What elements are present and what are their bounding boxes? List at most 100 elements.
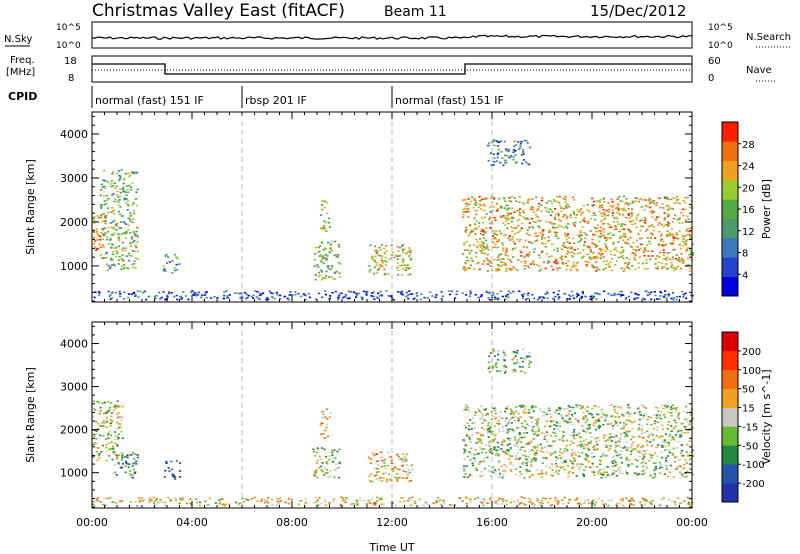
colorbar-segment — [722, 350, 738, 371]
echo-cell — [517, 210, 521, 212]
echo-cell — [536, 426, 539, 428]
echo-cell — [495, 366, 498, 369]
echo-cell — [479, 405, 483, 407]
echo-cell — [625, 497, 628, 500]
echo-cell — [502, 430, 505, 432]
echo-cell — [408, 254, 411, 257]
echo-cell — [431, 295, 434, 297]
echo-cell — [623, 446, 626, 448]
echo-cell — [517, 417, 520, 419]
echo-cell — [124, 230, 127, 233]
echo-cell — [171, 473, 174, 476]
echo-cell — [99, 425, 102, 427]
echo-cell — [588, 449, 591, 451]
echo-cell — [370, 295, 373, 297]
echo-cell — [276, 500, 279, 503]
echo-cell — [379, 290, 382, 293]
echo-cell — [197, 291, 200, 294]
echo-cell — [680, 450, 684, 452]
echo-cell — [617, 209, 620, 211]
echo-cell — [686, 248, 689, 251]
echo-cell — [356, 499, 359, 502]
echo-cell — [503, 159, 506, 162]
echo-cell — [314, 455, 317, 457]
echo-cell — [489, 449, 493, 452]
echo-cell — [567, 502, 570, 504]
echo-cell — [640, 430, 643, 432]
echo-cell — [570, 247, 573, 250]
echo-cell — [262, 292, 265, 294]
echo-cell — [660, 410, 663, 413]
echo-cell — [494, 409, 497, 412]
echo-cell — [532, 433, 535, 435]
echo-cell — [642, 454, 645, 456]
echo-cell — [587, 424, 590, 426]
echo-cell — [541, 502, 544, 505]
echo-cell — [551, 475, 555, 477]
echo-cell — [599, 199, 602, 201]
echo-cell — [510, 470, 513, 472]
echo-cell — [566, 227, 569, 229]
echo-cell — [105, 199, 109, 201]
echo-cell — [497, 240, 500, 243]
echo-cell — [601, 248, 604, 251]
echo-cell — [465, 497, 468, 500]
echo-cell — [512, 151, 515, 154]
echo-cell — [661, 245, 664, 247]
echo-cell — [516, 457, 519, 460]
echo-cell — [511, 247, 515, 250]
echo-cell — [496, 209, 499, 211]
echo-cell — [607, 499, 610, 502]
echo-cell — [673, 501, 676, 503]
echo-cell — [688, 440, 691, 443]
echo-cell — [625, 198, 628, 200]
echo-cell — [652, 226, 655, 228]
echo-cell — [553, 200, 556, 202]
echo-cell — [222, 294, 226, 297]
echo-cell — [519, 441, 522, 443]
echo-cell — [619, 498, 623, 501]
echo-cell — [374, 467, 377, 470]
echo-cell — [410, 504, 413, 507]
echo-cell — [544, 498, 547, 500]
echo-cell — [331, 457, 334, 460]
echo-cell — [228, 503, 231, 506]
echo-cell — [497, 454, 500, 457]
echo-cell — [488, 371, 491, 373]
echo-cell — [483, 467, 486, 470]
echo-cell — [131, 474, 134, 476]
echo-cell — [502, 247, 505, 249]
echo-cell — [127, 267, 130, 270]
echo-cell — [320, 502, 323, 505]
echo-cell — [97, 447, 100, 449]
echo-cell — [562, 431, 565, 433]
echo-cell — [628, 419, 631, 422]
echo-cell — [612, 204, 615, 207]
echo-cell — [513, 369, 516, 371]
echo-cell — [643, 254, 646, 257]
echo-cell — [568, 242, 571, 244]
echo-cell — [596, 224, 599, 226]
echo-cell — [620, 246, 623, 249]
echo-cell — [541, 472, 544, 475]
echo-cell — [114, 453, 117, 455]
echo-cell — [504, 254, 507, 256]
echo-cell — [520, 446, 523, 449]
echo-cell — [535, 449, 539, 452]
echo-cell — [582, 416, 585, 418]
echo-cell — [563, 213, 566, 216]
echo-cell — [527, 456, 530, 458]
echo-cell — [625, 419, 629, 421]
echo-cell — [383, 252, 387, 255]
echo-cell — [672, 237, 676, 239]
echo-cell — [673, 407, 676, 409]
echo-cell — [540, 204, 543, 206]
echo-cell — [117, 423, 120, 425]
echo-cell — [667, 222, 670, 225]
echo-cell — [622, 447, 625, 449]
echo-cell — [342, 500, 345, 503]
echo-cell — [517, 225, 520, 227]
echo-cell — [545, 220, 548, 223]
echo-cell — [616, 197, 619, 200]
echo-cell — [133, 472, 136, 474]
